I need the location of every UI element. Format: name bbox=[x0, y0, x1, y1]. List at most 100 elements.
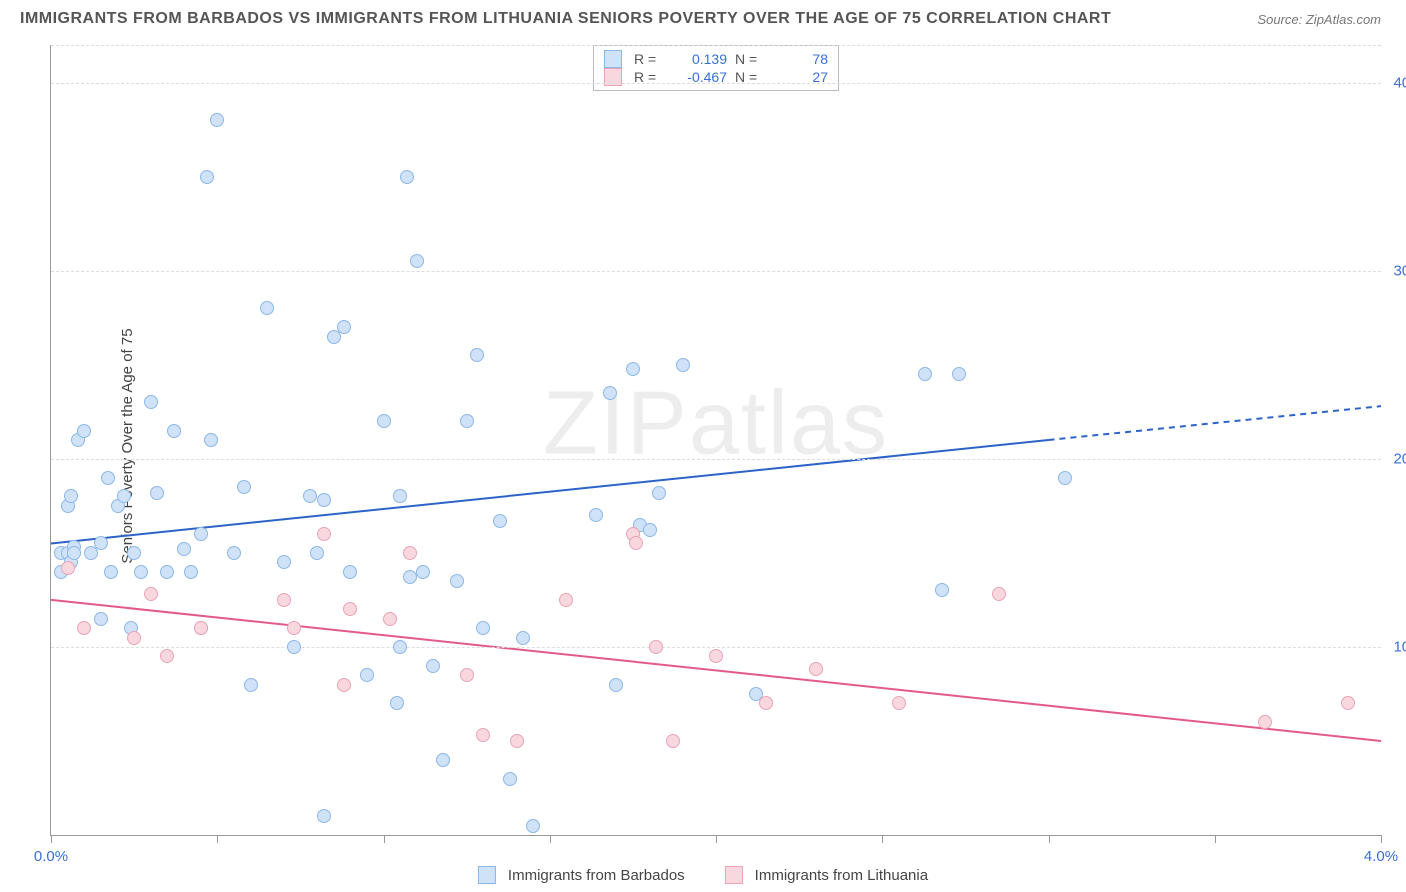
data-point bbox=[160, 649, 174, 663]
x-tick bbox=[1049, 835, 1050, 843]
data-point bbox=[287, 640, 301, 654]
data-point bbox=[892, 696, 906, 710]
gridline bbox=[51, 83, 1381, 84]
x-tick bbox=[716, 835, 717, 843]
data-point bbox=[1258, 715, 1272, 729]
data-point bbox=[510, 734, 524, 748]
data-point bbox=[526, 819, 540, 833]
data-point bbox=[935, 583, 949, 597]
data-point bbox=[952, 367, 966, 381]
legend-label: Immigrants from Lithuania bbox=[755, 867, 928, 884]
data-point bbox=[200, 170, 214, 184]
legend-label: Immigrants from Barbados bbox=[508, 867, 685, 884]
data-point bbox=[643, 523, 657, 537]
data-point bbox=[337, 678, 351, 692]
data-point bbox=[450, 574, 464, 588]
data-point bbox=[383, 612, 397, 626]
swatch-icon bbox=[604, 50, 622, 68]
legend-row: R = 0.139 N = 78 bbox=[604, 50, 828, 68]
data-point bbox=[317, 493, 331, 507]
y-tick-label: 10.0% bbox=[1393, 638, 1406, 655]
x-tick bbox=[384, 835, 385, 843]
data-point bbox=[101, 471, 115, 485]
data-point bbox=[416, 565, 430, 579]
chart-container: IMMIGRANTS FROM BARBADOS VS IMMIGRANTS F… bbox=[0, 0, 1406, 892]
data-point bbox=[426, 659, 440, 673]
data-point bbox=[277, 593, 291, 607]
data-point bbox=[503, 772, 517, 786]
data-point bbox=[77, 424, 91, 438]
data-point bbox=[177, 542, 191, 556]
x-tick-label: 0.0% bbox=[34, 848, 68, 865]
data-point bbox=[759, 696, 773, 710]
source-label: Source: ZipAtlas.com bbox=[1257, 12, 1381, 27]
data-point bbox=[317, 809, 331, 823]
data-point bbox=[127, 546, 141, 560]
r-value: 0.139 bbox=[672, 51, 727, 67]
data-point bbox=[589, 508, 603, 522]
data-point bbox=[918, 367, 932, 381]
n-value: 78 bbox=[773, 51, 828, 67]
data-point bbox=[1341, 696, 1355, 710]
y-tick-label: 30.0% bbox=[1393, 262, 1406, 279]
data-point bbox=[77, 621, 91, 635]
r-label: R = bbox=[634, 51, 664, 67]
data-point bbox=[626, 362, 640, 376]
watermark: ZIPatlas bbox=[543, 373, 889, 476]
data-point bbox=[559, 593, 573, 607]
data-point bbox=[1058, 471, 1072, 485]
data-point bbox=[992, 587, 1006, 601]
gridline bbox=[51, 459, 1381, 460]
data-point bbox=[287, 621, 301, 635]
data-point bbox=[310, 546, 324, 560]
chart-title: IMMIGRANTS FROM BARBADOS VS IMMIGRANTS F… bbox=[20, 10, 1111, 28]
gridline bbox=[51, 647, 1381, 648]
data-point bbox=[390, 696, 404, 710]
data-point bbox=[360, 668, 374, 682]
x-tick bbox=[550, 835, 551, 843]
data-point bbox=[104, 565, 118, 579]
data-point bbox=[127, 631, 141, 645]
data-point bbox=[476, 728, 490, 742]
x-tick bbox=[882, 835, 883, 843]
data-point bbox=[144, 395, 158, 409]
data-point bbox=[204, 433, 218, 447]
data-point bbox=[403, 570, 417, 584]
data-point bbox=[210, 113, 224, 127]
data-point bbox=[393, 640, 407, 654]
x-tick bbox=[51, 835, 52, 843]
gridline bbox=[51, 271, 1381, 272]
data-point bbox=[117, 489, 131, 503]
data-point bbox=[603, 386, 617, 400]
data-point bbox=[709, 649, 723, 663]
data-point bbox=[317, 527, 331, 541]
data-point bbox=[337, 320, 351, 334]
data-point bbox=[629, 536, 643, 550]
data-point bbox=[377, 414, 391, 428]
data-point bbox=[227, 546, 241, 560]
data-point bbox=[436, 753, 450, 767]
x-tick bbox=[1381, 835, 1382, 843]
data-point bbox=[676, 358, 690, 372]
data-point bbox=[144, 587, 158, 601]
data-point bbox=[184, 565, 198, 579]
data-point bbox=[809, 662, 823, 676]
data-point bbox=[194, 621, 208, 635]
data-point bbox=[460, 668, 474, 682]
data-point bbox=[134, 565, 148, 579]
data-point bbox=[260, 301, 274, 315]
data-point bbox=[516, 631, 530, 645]
data-point bbox=[652, 486, 666, 500]
y-tick-label: 20.0% bbox=[1393, 450, 1406, 467]
data-point bbox=[410, 254, 424, 268]
gridline bbox=[51, 45, 1381, 46]
trend-lines-svg bbox=[51, 45, 1381, 835]
data-point bbox=[460, 414, 474, 428]
x-tick bbox=[1215, 835, 1216, 843]
data-point bbox=[609, 678, 623, 692]
series-legend: Immigrants from Barbados Immigrants from… bbox=[478, 866, 928, 884]
data-point bbox=[160, 565, 174, 579]
data-point bbox=[94, 612, 108, 626]
x-tick-label: 4.0% bbox=[1364, 848, 1398, 865]
data-point bbox=[393, 489, 407, 503]
